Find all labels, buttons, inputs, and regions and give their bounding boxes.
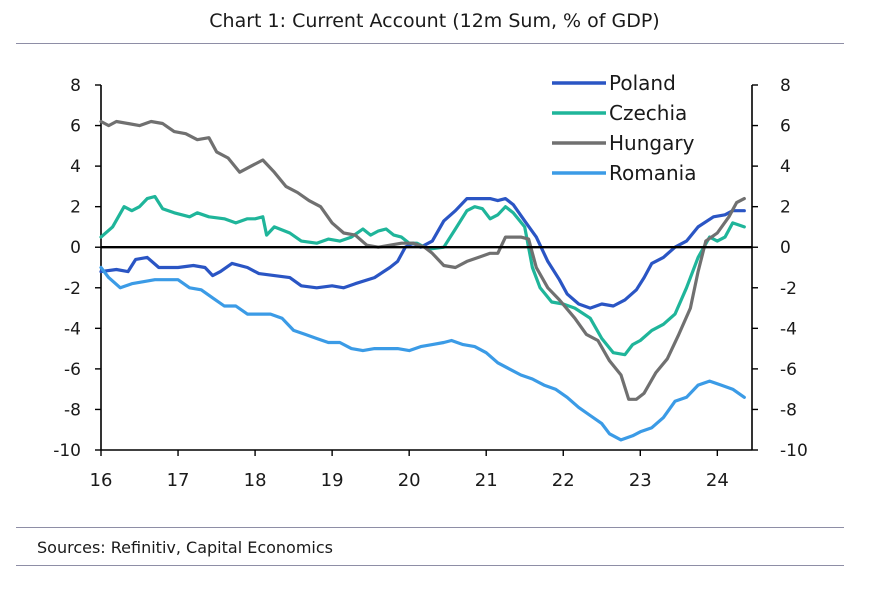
sources-divider <box>16 527 844 528</box>
y-tick-label-left: 8 <box>70 76 81 96</box>
x-tick-label: 20 <box>398 470 421 491</box>
x-tick-label: 18 <box>244 470 267 491</box>
y-tick-label-right: -8 <box>780 400 797 420</box>
y-tick-label-left: -2 <box>64 279 81 299</box>
legend-label-romania: Romania <box>609 161 696 185</box>
x-tick-label: 23 <box>629 470 652 491</box>
y-tick-label-left: -4 <box>64 319 81 339</box>
x-tick-label: 22 <box>552 470 575 491</box>
y-tick-label-right: 4 <box>780 157 791 177</box>
bottom-divider <box>16 565 844 566</box>
y-tick-label-right: -4 <box>780 319 797 339</box>
x-tick-label: 17 <box>167 470 190 491</box>
y-tick-label-left: -6 <box>64 360 81 380</box>
sources-note: Sources: Refinitiv, Capital Economics <box>37 538 334 557</box>
y-tick-label-left: 2 <box>70 198 81 218</box>
y-tick-label-right: -10 <box>780 441 808 461</box>
y-tick-label-right: -2 <box>780 279 797 299</box>
legend-label-hungary: Hungary <box>609 131 695 155</box>
y-tick-label-right: 6 <box>780 117 791 137</box>
y-tick-label-left: 0 <box>70 238 81 258</box>
series-line-hungary <box>99 119 746 401</box>
x-tick-label: 21 <box>475 470 498 491</box>
legend-label-czechia: Czechia <box>609 101 687 125</box>
y-tick-label-right: 8 <box>780 76 791 96</box>
x-tick-label: 24 <box>706 470 729 491</box>
legend-label-poland: Poland <box>609 71 676 95</box>
top-divider <box>16 43 844 44</box>
y-tick-label-left: 4 <box>70 157 81 177</box>
y-tick-label-left: -8 <box>64 400 81 420</box>
y-tick-label-right: -6 <box>780 360 797 380</box>
y-tick-label-left: 6 <box>70 117 81 137</box>
y-tick-label-right: 0 <box>780 238 791 258</box>
y-tick-label-right: 2 <box>780 198 791 218</box>
x-tick-label: 19 <box>321 470 344 491</box>
y-tick-label-left: -10 <box>53 441 81 461</box>
x-tick-label: 16 <box>90 470 113 491</box>
series-line-czechia <box>99 194 746 357</box>
series-line-poland <box>99 197 746 310</box>
chart-title: Chart 1: Current Account (12m Sum, % of … <box>209 10 660 32</box>
series-line-romania <box>99 265 746 442</box>
